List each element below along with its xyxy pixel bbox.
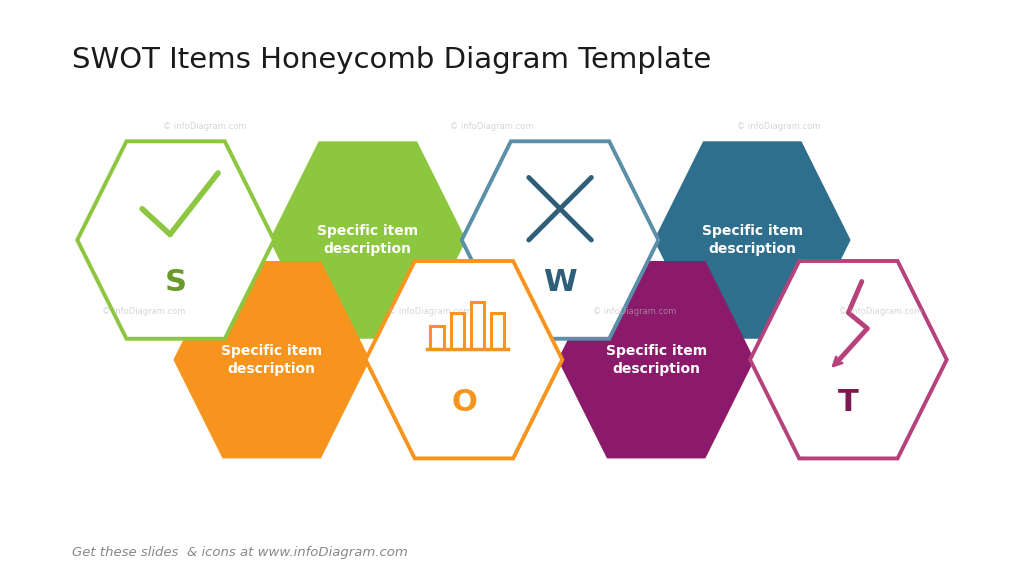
Text: Get these slides  & icons at www.infoDiagram.com: Get these slides & icons at www.infoDiag… [72, 545, 408, 559]
Bar [430, 326, 443, 348]
Polygon shape [750, 261, 947, 458]
Text: S: S [165, 268, 186, 297]
Polygon shape [269, 141, 466, 339]
Text: © infoDiagram.com: © infoDiagram.com [450, 122, 534, 131]
Text: T: T [838, 388, 859, 416]
Text: © infoDiagram.com: © infoDiagram.com [593, 306, 677, 316]
Text: © infoDiagram.com: © infoDiagram.com [101, 306, 185, 316]
Polygon shape [173, 261, 370, 458]
Bar [451, 313, 464, 348]
Text: Specific item
description: Specific item description [221, 343, 323, 376]
Text: SWOT Items Honeycomb Diagram Template: SWOT Items Honeycomb Diagram Template [72, 46, 711, 74]
Text: W: W [544, 268, 577, 297]
Polygon shape [77, 141, 274, 339]
Polygon shape [654, 141, 851, 339]
Text: © infoDiagram.com: © infoDiagram.com [736, 122, 820, 131]
Text: © infoDiagram.com: © infoDiagram.com [839, 306, 923, 316]
Text: O: O [451, 388, 477, 416]
Bar [471, 302, 484, 348]
Bar [490, 313, 504, 348]
Polygon shape [558, 261, 755, 458]
Text: Specific item
description: Specific item description [605, 343, 707, 376]
Text: Specific item
description: Specific item description [701, 224, 803, 256]
Text: © infoDiagram.com: © infoDiagram.com [163, 122, 247, 131]
Text: Specific item
description: Specific item description [317, 224, 419, 256]
Text: © infoDiagram.com: © infoDiagram.com [388, 306, 472, 316]
Polygon shape [366, 261, 562, 458]
Polygon shape [462, 141, 658, 339]
